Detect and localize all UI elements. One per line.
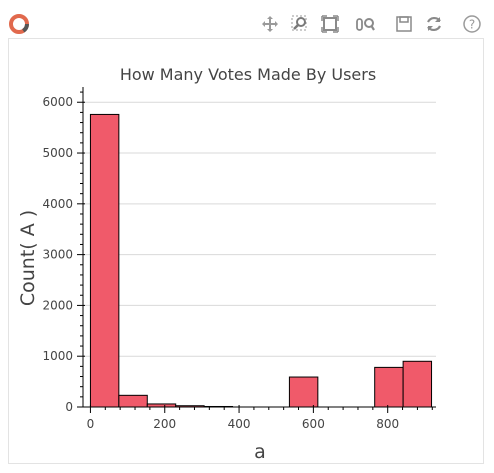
y-tick-label-0: 0	[65, 400, 73, 414]
save-tool[interactable]	[394, 14, 414, 34]
histogram-bar-10[interactable]	[374, 366, 404, 408]
move-arrows-icon	[262, 16, 278, 32]
histogram-bar-11[interactable]	[402, 360, 433, 408]
y-tick-label-2: 2000	[42, 298, 73, 312]
box-zoom-icon	[291, 15, 307, 31]
y-tick-label-5: 5000	[42, 146, 73, 160]
histogram-bar-7[interactable]	[288, 376, 319, 408]
reset-icon	[427, 16, 441, 32]
y-axis-label: Count( A )	[17, 210, 39, 306]
y-tick-label-3: 3000	[42, 248, 73, 262]
save-icon	[396, 16, 412, 32]
x-tick-label-1: 200	[153, 417, 176, 431]
y-tick-label-1: 1000	[42, 349, 73, 363]
toolbar: ?	[0, 0, 494, 44]
x-tick-label-4: 800	[376, 417, 399, 431]
reset-tool[interactable]	[424, 14, 444, 34]
y-tick-label-4: 4000	[42, 197, 73, 211]
x-tick-label-3: 600	[302, 417, 325, 431]
x-tick-label-2: 400	[228, 417, 251, 431]
chart-title: How Many Votes Made By Users	[120, 65, 376, 84]
histogram-bar-1[interactable]	[118, 394, 148, 408]
help-tool[interactable]: ?	[462, 14, 482, 34]
wheel-zoom-tool[interactable]	[356, 14, 376, 34]
x-axis-label: a	[254, 441, 266, 463]
help-icon: ?	[463, 15, 481, 33]
y-tick-label-6: 6000	[42, 95, 73, 109]
histogram-bar-0[interactable]	[89, 113, 120, 408]
svg-text:?: ?	[469, 18, 475, 32]
x-tick-label-0: 0	[87, 417, 95, 431]
bokeh-logo-icon[interactable]	[8, 13, 30, 35]
box-zoom-tool[interactable]	[290, 14, 310, 34]
resize-icon	[321, 15, 339, 33]
pan-tool[interactable]	[260, 14, 280, 34]
plot-frame	[8, 38, 484, 464]
wheel-zoom-icon	[356, 18, 375, 31]
resize-tool[interactable]	[320, 14, 340, 34]
